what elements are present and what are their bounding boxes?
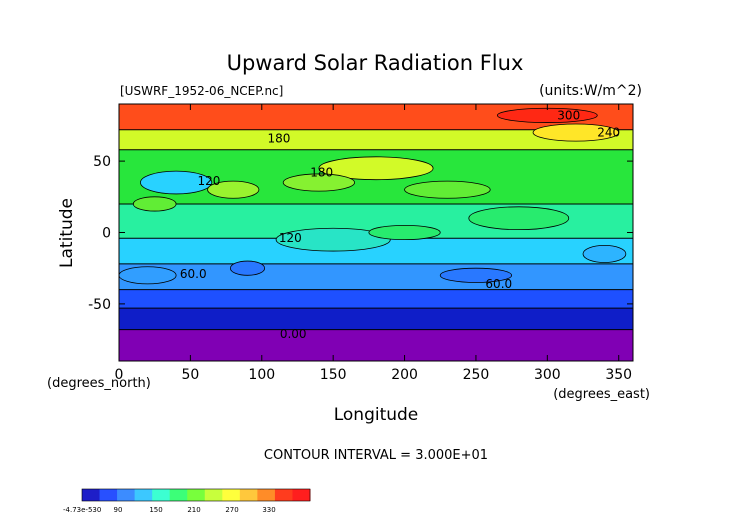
y-tick-label: -50	[88, 297, 111, 313]
contour-region	[468, 206, 570, 231]
contour-region	[119, 266, 177, 285]
x-axis-label: Longitude	[334, 405, 419, 425]
contour-labels: 300 240 180 180 120 120 60.0 60.0 0.00	[180, 108, 620, 340]
colorbar-swatch	[292, 489, 311, 501]
latitude-band	[119, 289, 633, 309]
contour-label: 180	[310, 166, 333, 180]
x-axis: 0 50 100 150 200 250 300 350	[115, 104, 632, 383]
x-tick-label: 300	[534, 367, 561, 383]
colorbar-swatch	[99, 489, 118, 501]
x-tick-label: 200	[391, 367, 418, 383]
colorbar-swatch	[117, 489, 136, 501]
contour-region	[132, 196, 177, 212]
contour-region	[275, 227, 391, 252]
chart-title: Upward Solar Radiation Flux	[227, 51, 524, 75]
y-tick-label: 50	[93, 154, 111, 170]
contour-label: 120	[197, 174, 220, 188]
contour-interval: CONTOUR INTERVAL = 3.000E+01	[264, 448, 488, 463]
latitude-band	[119, 308, 633, 330]
x-tick-label: 250	[463, 367, 490, 383]
contour-region	[140, 170, 213, 195]
colorbar-label: 270	[225, 506, 238, 514]
colorbar-label: 330	[262, 506, 275, 514]
latitude-band	[119, 329, 633, 361]
colorbar-swatch	[274, 489, 293, 501]
y-unit-label: (degrees_north)	[47, 376, 151, 391]
contour-region	[496, 107, 598, 123]
colorbar-swatch	[169, 489, 188, 501]
contour-label: 120	[279, 231, 302, 245]
colorbar-swatch	[239, 489, 258, 501]
contour-label: 240	[597, 126, 620, 140]
x-tick-label: 100	[248, 367, 275, 383]
colorbar-frame	[81, 488, 311, 502]
contour-region	[282, 173, 355, 192]
contour-label: 60.0	[485, 277, 512, 291]
colorbar-label: 210	[187, 506, 200, 514]
colorbar-label: 90	[114, 506, 123, 514]
contour-region	[439, 267, 513, 283]
colorbar-swatch	[152, 489, 171, 501]
colorbar-swatch	[82, 489, 101, 501]
colorbar-swatch	[257, 489, 276, 501]
x-tick-label: 150	[320, 367, 347, 383]
colorbar-labels: 90 150 210 270 330	[114, 506, 276, 514]
contour-region	[582, 244, 627, 263]
contour-label: 0.00	[280, 327, 307, 341]
x-unit-label: (degrees_east)	[553, 387, 650, 402]
x-tick-label: 50	[181, 367, 199, 383]
contour-region	[532, 123, 620, 142]
latitude-band	[119, 129, 633, 150]
colorbar-swatch	[134, 489, 153, 501]
contour-label: 180	[267, 131, 290, 145]
colorbar-swatch	[204, 489, 223, 501]
y-tick-label: 0	[102, 226, 111, 242]
contour-region	[404, 180, 491, 199]
colorbar-swatch	[187, 489, 206, 501]
contour-label: 60.0	[180, 267, 207, 281]
contour-region	[318, 156, 434, 181]
y-axis-label: Latitude	[57, 198, 77, 268]
file-label: [USWRF_1952-06_NCEP.nc]	[120, 84, 283, 98]
colorbar	[81, 488, 311, 502]
colorbar-label: 150	[149, 506, 162, 514]
units-label: (units:W/m^2)	[539, 83, 642, 99]
contour-region	[229, 260, 266, 276]
plot-area	[119, 104, 633, 361]
x-tick-label: 350	[605, 367, 632, 383]
colorbar-min-label: -4.73e-530	[63, 506, 101, 514]
y-axis: -50 0 50	[88, 154, 633, 313]
x-tick-label: 0	[115, 367, 124, 383]
contour-label: 300	[557, 108, 580, 122]
contour-region	[368, 224, 441, 241]
colorbar-swatch	[222, 489, 241, 501]
contour-region	[207, 180, 260, 199]
latitude-band	[119, 263, 633, 290]
